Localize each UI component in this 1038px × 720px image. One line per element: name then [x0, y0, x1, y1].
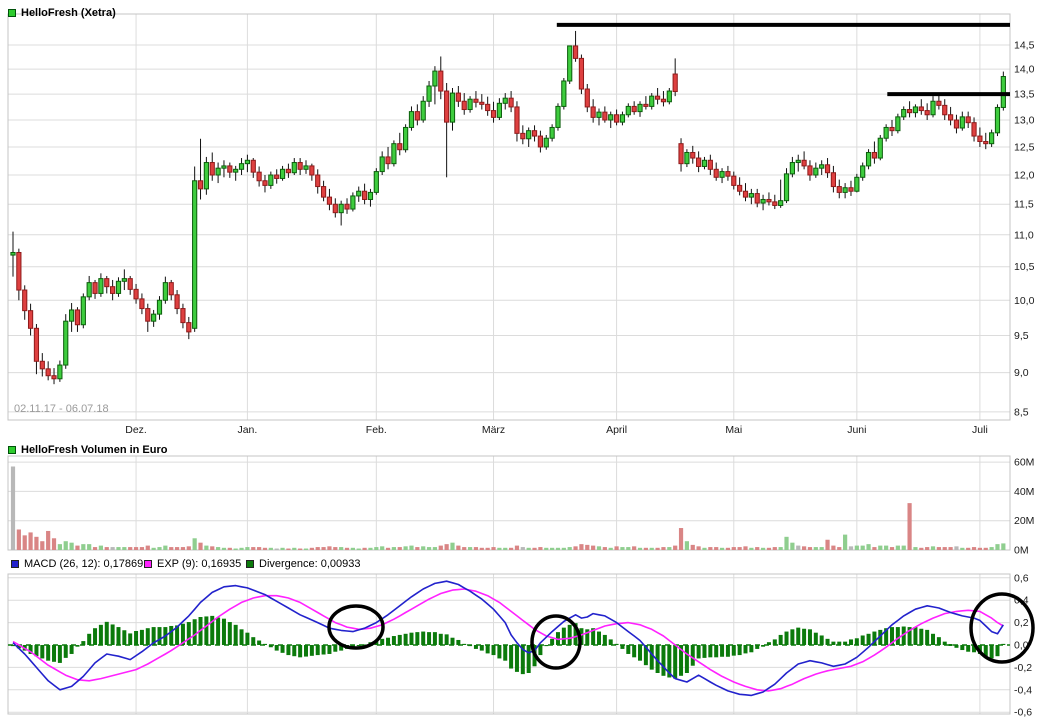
svg-text:Feb.: Feb. — [366, 424, 387, 436]
svg-text:9,0: 9,0 — [1014, 367, 1029, 379]
svg-text:14,0: 14,0 — [1014, 64, 1035, 76]
divergence-series-icon — [246, 560, 254, 568]
price-chart-title: HelloFresh (Xetra) — [21, 7, 116, 19]
svg-text:12,0: 12,0 — [1014, 170, 1035, 182]
svg-text:Juli: Juli — [972, 424, 988, 436]
volume-title-row: HelloFresh Volumen in Euro — [8, 444, 167, 456]
candles — [10, 30, 1006, 385]
price-title-row: HelloFresh (Xetra) — [8, 7, 116, 19]
svg-text:Jan.: Jan. — [237, 424, 257, 436]
svg-text:-0,2: -0,2 — [1014, 662, 1032, 674]
svg-text:20M: 20M — [1014, 515, 1034, 527]
svg-text:April: April — [606, 424, 627, 436]
svg-text:11,0: 11,0 — [1014, 229, 1034, 241]
exp-series-icon — [144, 560, 152, 568]
volume-chart-title: HelloFresh Volumen in Euro — [21, 444, 168, 456]
svg-text:14,5: 14,5 — [1014, 40, 1035, 52]
price-panel: 14,5 14,0 13,5 13,0 12,5 12,0 11,5 11,0 10,5 10,0… — [7, 13, 1035, 436]
macd-line — [12, 580, 1004, 697]
circle-annotation — [327, 604, 385, 650]
svg-text:Mai: Mai — [725, 424, 742, 436]
divergence-legend-item: Divergence: 0,00933 — [246, 558, 361, 570]
svg-text:8,5: 8,5 — [1014, 406, 1029, 418]
macd-legend-label: MACD (26, 12): 0,17869 — [24, 558, 144, 570]
macd-series-icon — [11, 560, 19, 568]
exp-legend-item: EXP (9): 0,16935 — [144, 558, 241, 570]
divergence-legend-label: Divergence: 0,00933 — [259, 558, 361, 570]
macd-legend: MACD (26, 12): 0,17869 EXP (9): 0,16935 … — [0, 558, 1038, 572]
exp-legend-label: EXP (9): 0,16935 — [157, 558, 242, 570]
volume-bars — [10, 466, 1006, 550]
svg-text:9,5: 9,5 — [1014, 330, 1029, 342]
svg-text:-0,6: -0,6 — [1014, 707, 1032, 719]
svg-text:60M: 60M — [1014, 457, 1034, 469]
svg-text:März: März — [482, 424, 505, 436]
macd-panel: 0,60,40,20,0-0,2-0,4-0,6 — [7, 572, 1035, 719]
series-marker-icon — [8, 9, 16, 17]
svg-text:Juni: Juni — [847, 424, 866, 436]
svg-text:11,5: 11,5 — [1014, 199, 1034, 211]
svg-text:12,5: 12,5 — [1014, 141, 1035, 153]
circle-annotation — [530, 614, 582, 670]
svg-text:Dez.: Dez. — [125, 424, 147, 436]
date-range-label: 02.11.17 - 06.07.18 — [14, 403, 109, 415]
svg-text:0,2: 0,2 — [1014, 617, 1029, 629]
svg-text:0M: 0M — [1014, 545, 1029, 557]
svg-text:13,5: 13,5 — [1014, 89, 1035, 101]
svg-text:0,6: 0,6 — [1014, 572, 1029, 584]
series-marker-icon — [8, 446, 16, 454]
svg-text:10,0: 10,0 — [1014, 295, 1035, 307]
macd-legend-item: MACD (26, 12): 0,17869 — [11, 558, 143, 570]
circle-annotation — [969, 592, 1035, 664]
svg-text:13,0: 13,0 — [1014, 115, 1035, 127]
divergence-histogram — [11, 615, 1006, 679]
svg-text:40M: 40M — [1014, 486, 1034, 498]
svg-text:10,5: 10,5 — [1014, 261, 1035, 273]
exp-line — [12, 588, 1004, 692]
volume-panel: 60M 40M 20M 0M — [7, 455, 1034, 557]
svg-text:-0,4: -0,4 — [1014, 684, 1032, 696]
